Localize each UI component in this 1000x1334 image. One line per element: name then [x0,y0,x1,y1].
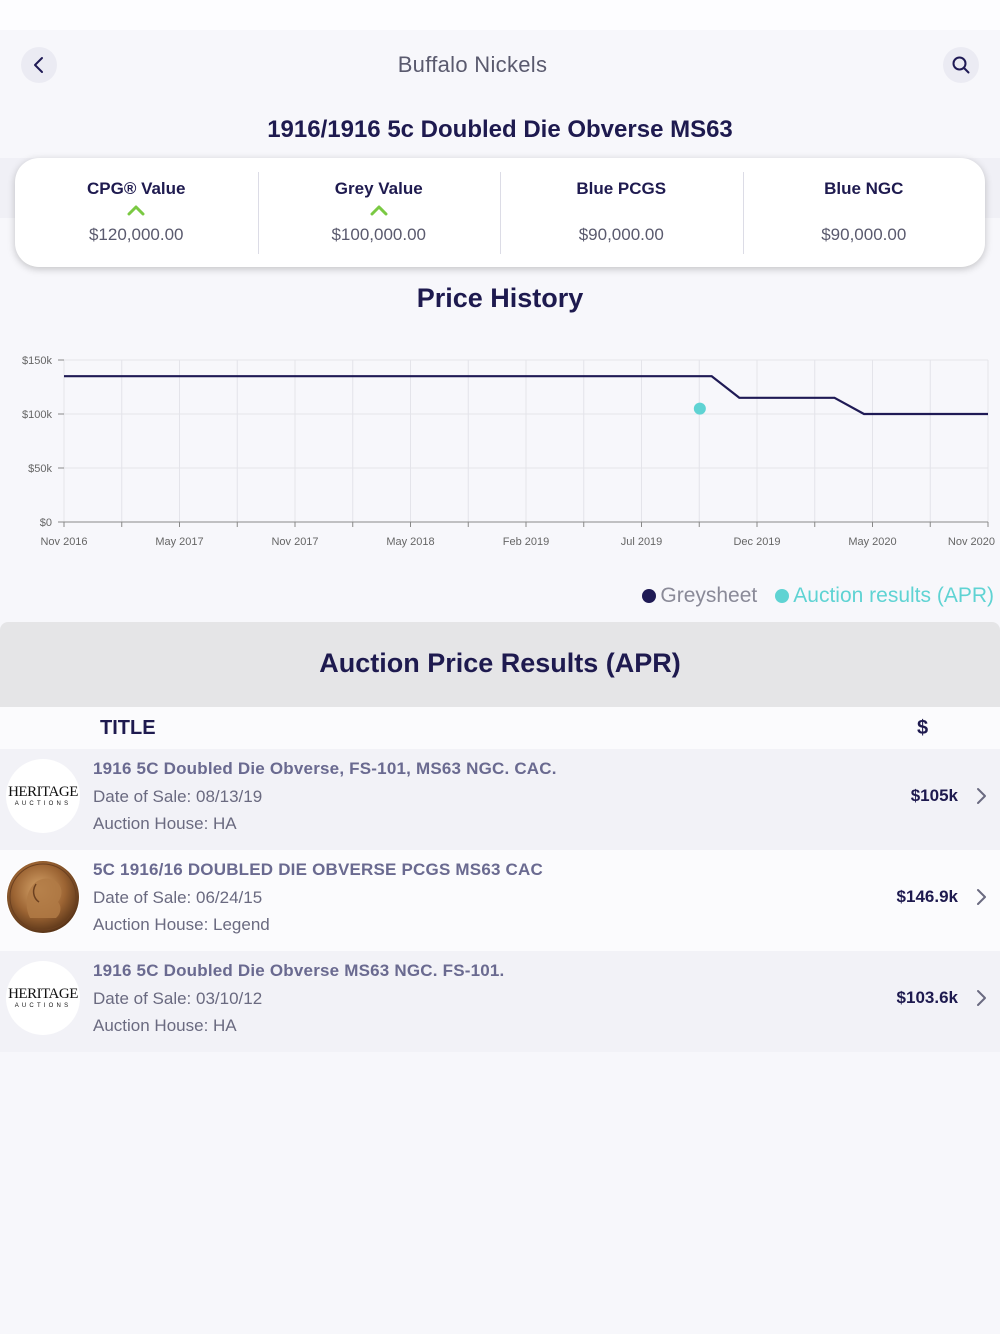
value-amount: $90,000.00 [821,225,907,244]
greysheet-series-line [64,375,988,416]
x-tick-label: May 2018 [386,536,434,548]
value-amount: $100,000.00 [331,225,427,244]
chevron-left-icon [34,57,43,73]
legend-greysheet[interactable]: Greysheet [642,584,757,608]
lot-price: $103.6k [896,988,958,1007]
coin-thumbnail [6,860,80,934]
value-grey: Grey Value $100,000.00 [257,158,501,267]
value-label: Blue NGC [824,179,904,198]
nav-title: Buffalo Nickels [397,52,548,77]
apr-row[interactable]: HERITAGE AUCTIONS 1916 5C Doubled Die Ob… [0,749,1000,850]
trend-up-icon [15,203,258,217]
nav-header: Buffalo Nickels [0,30,1000,102]
x-tick-label: Nov 2020 [948,536,995,548]
value-label: Grey Value [334,179,423,198]
apr-row[interactable]: 5C 1916/16 DOUBLED DIE OBVERSE PCGS MS63… [0,850,1000,951]
x-tick-label: May 2017 [155,536,203,548]
trend-up-icon [258,203,501,217]
x-tick-label: Feb 2019 [503,536,549,548]
value-label: Blue PCGS [576,179,667,198]
lot-title: 5C 1916/16 DOUBLED DIE OBVERSE PCGS MS63… [93,860,543,879]
x-tick-label: Nov 2016 [40,536,87,548]
apr-column-header: TITLE $ [0,707,1000,749]
y-tick-label: $150k [22,355,52,367]
heritage-logo: HERITAGE AUCTIONS [6,759,80,833]
legend-dot [642,589,657,603]
auction-house: Auction House: HA [93,814,237,833]
y-tick-label: $0 [40,517,52,529]
x-tick-label: Dec 2019 [733,536,780,548]
auction-house: Auction House: HA [93,1016,237,1035]
search-button[interactable] [943,47,979,83]
back-button[interactable] [21,47,57,83]
chevron-right-icon [977,788,986,804]
legend-label: Auction results (APR) [793,584,994,607]
y-tick-label: $50k [28,463,52,475]
value-amount: $120,000.00 [88,225,184,244]
auction-house: Auction House: Legend [93,915,270,934]
chart-legend: Greysheet Auction results (APR) [642,584,994,608]
price-history-chart: $0 $50k $100k $150k Nov 2016 May 2017 Nov 2017… [22,355,995,548]
x-tick-label: May 2020 [848,536,896,548]
coin-title: 1916/1916 5c Doubled Die Obverse MS63 [267,116,733,143]
chevron-right-icon [977,990,986,1006]
value-amount: $90,000.00 [578,225,664,244]
lot-price: $146.9k [896,887,958,906]
chart-title: Price History [416,283,584,313]
x-tick-label: Nov 2017 [271,536,318,548]
apr-title: Auction Price Results (APR) [319,648,681,678]
legend-auction[interactable]: Auction results (APR) [775,584,994,608]
sale-date: Date of Sale: 06/24/15 [93,888,263,907]
x-tick-label: Jul 2019 [621,536,663,548]
lot-price: $105k [910,786,958,805]
lot-title: 1916 5C Doubled Die Obverse, FS-101, MS6… [93,759,557,778]
value-cpg: CPG® Value $120,000.00 [15,158,258,267]
heritage-logo: HERITAGE AUCTIONS [6,961,80,1035]
value-blue-pcgs: Blue PCGS $90,000.00 [500,158,743,267]
sale-date: Date of Sale: 03/10/12 [93,989,263,1008]
auction-result-point [693,402,706,415]
column-title[interactable]: TITLE [100,717,156,739]
legend-dot [775,589,790,603]
status-bar-area [0,0,1000,30]
value-label: CPG® Value [86,179,186,198]
y-tick-label: $100k [22,409,52,421]
apr-section-header: Auction Price Results (APR) [0,622,1000,707]
search-icon [952,56,970,74]
lot-title: 1916 5C Doubled Die Obverse MS63 NGC. FS… [93,961,505,980]
chevron-right-icon [977,889,986,905]
apr-row[interactable]: HERITAGE AUCTIONS 1916 5C Doubled Die Ob… [0,951,1000,1052]
legend-label: Greysheet [660,584,758,607]
values-card: CPG® Value $120,000.00 Grey Value $100,0… [15,158,985,267]
value-blue-ngc: Blue NGC $90,000.00 [742,158,986,267]
sale-date: Date of Sale: 08/13/19 [93,787,263,806]
column-price[interactable]: $ [917,717,929,739]
